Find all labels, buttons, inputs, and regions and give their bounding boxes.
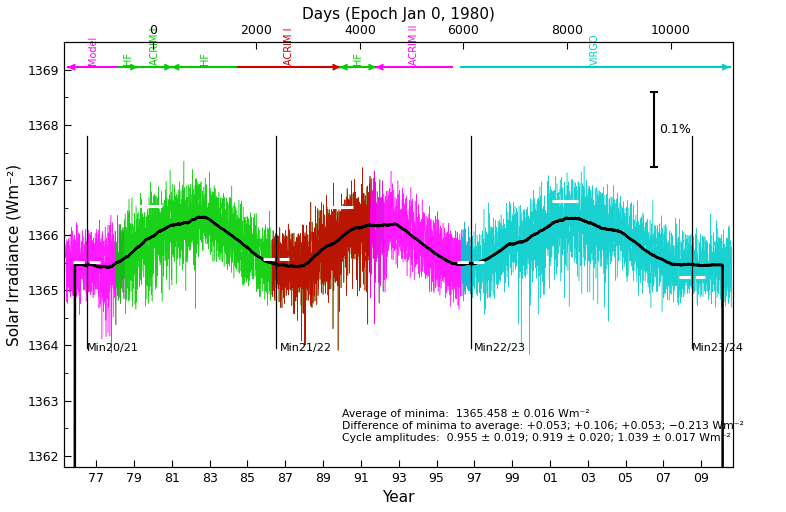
Text: Difference of minima to average: +0.053; +0.106; +0.053; −0.213 Wm⁻²: Difference of minima to average: +0.053;…	[342, 421, 744, 431]
Text: Model: Model	[88, 36, 98, 65]
Text: Min22/23: Min22/23	[474, 343, 527, 353]
Y-axis label: Solar Irradiance (Wm⁻²): Solar Irradiance (Wm⁻²)	[7, 163, 22, 346]
Text: HF: HF	[353, 52, 363, 65]
Text: ACRIM II: ACRIM II	[409, 25, 419, 65]
Text: VIRGO: VIRGO	[590, 33, 601, 65]
Text: Average of minima:  1365.458 ± 0.016 Wm⁻²: Average of minima: 1365.458 ± 0.016 Wm⁻²	[342, 409, 590, 419]
Text: HF: HF	[123, 52, 134, 65]
X-axis label: Year: Year	[383, 490, 415, 505]
X-axis label: Days (Epoch Jan 0, 1980): Days (Epoch Jan 0, 1980)	[303, 7, 495, 22]
Text: 0.1%: 0.1%	[659, 123, 691, 136]
Text: ACRIM I: ACRIM I	[284, 28, 294, 65]
Text: ACRIM I: ACRIM I	[150, 28, 160, 65]
Text: Min21/22: Min21/22	[280, 343, 332, 353]
Text: Min20/21: Min20/21	[86, 343, 138, 353]
Text: Cycle amplitudes:  0.955 ± 0.019; 0.919 ± 0.020; 1.039 ± 0.017 Wm⁻²: Cycle amplitudes: 0.955 ± 0.019; 0.919 ±…	[342, 433, 731, 443]
Text: Min23/24: Min23/24	[692, 343, 744, 353]
Text: HF: HF	[200, 52, 210, 65]
